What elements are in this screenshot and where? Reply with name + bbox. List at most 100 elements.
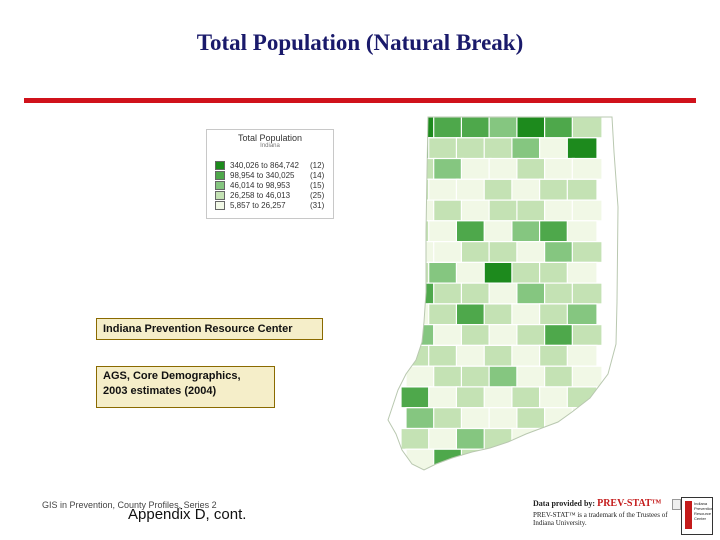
legend-row: 5,857 to 26,257 (31): [215, 201, 325, 211]
county: [433, 324, 464, 347]
legend-swatch: [215, 171, 225, 181]
county: [511, 220, 543, 243]
legend-row: 26,258 to 46,013 (25): [215, 191, 325, 201]
county: [511, 178, 543, 201]
prev-stat-logo: Data provided by: PREV-STAT™ PREV-STAT™ …: [533, 497, 713, 535]
county: [483, 220, 515, 243]
county: [405, 241, 437, 264]
county: [428, 386, 459, 409]
brand-name: PREV-STAT™: [597, 498, 662, 509]
county: [488, 199, 520, 222]
county: [428, 137, 459, 160]
county: [539, 344, 570, 367]
county: [516, 324, 548, 347]
county: [544, 199, 575, 222]
county: [539, 220, 570, 243]
county: [455, 427, 487, 450]
county: [488, 365, 520, 388]
title-divider: [24, 98, 696, 103]
legend-swatch: [215, 191, 225, 201]
county: [539, 137, 570, 160]
county: [516, 241, 548, 264]
county: [571, 157, 603, 180]
data-provided-by: Data provided by: PREV-STAT™: [533, 498, 662, 509]
county: [400, 303, 432, 326]
county: [488, 448, 520, 470]
county: [405, 282, 437, 305]
county: [428, 261, 459, 284]
data-source-line: AGS, Core Demographics,: [103, 370, 241, 382]
county: [405, 365, 437, 388]
county: [400, 344, 432, 367]
county: [571, 241, 603, 264]
appendix-label: Appendix D, cont.: [128, 506, 247, 523]
legend-count: (31): [310, 201, 325, 211]
county: [571, 117, 603, 139]
county: [571, 448, 603, 470]
trademark-note: PREV-STAT™ is a trademark of the Trustee…: [533, 511, 668, 527]
indiana-county-map: [387, 116, 619, 471]
county: [539, 427, 570, 450]
county: [405, 199, 437, 222]
legend-swatch: [215, 181, 225, 191]
organization-label: Indiana Prevention Resource Center: [96, 318, 323, 340]
county: [516, 199, 548, 222]
county: [455, 344, 487, 367]
county: [460, 157, 492, 180]
county: [516, 407, 548, 430]
county: [483, 137, 515, 160]
legend-range: 98,954 to 340,025: [230, 171, 295, 181]
county: [488, 324, 520, 347]
county: [544, 117, 575, 139]
data-source-label: AGS, Core Demographics, 2003 estimates (…: [96, 366, 275, 408]
county: [488, 282, 520, 305]
county: [544, 448, 575, 470]
county: [516, 117, 548, 139]
county: [483, 303, 515, 326]
county: [539, 178, 570, 201]
county: [400, 137, 432, 160]
county: [488, 241, 520, 264]
map-legend: Total Population Indiana 340,026 to 864,…: [206, 129, 334, 219]
county: [455, 261, 487, 284]
county: [460, 282, 492, 305]
county: [455, 303, 487, 326]
county: [539, 303, 570, 326]
county: [433, 117, 464, 139]
county: [433, 282, 464, 305]
county: [511, 137, 543, 160]
county: [544, 282, 575, 305]
county: [460, 448, 492, 470]
county: [428, 427, 459, 450]
county: [428, 344, 459, 367]
county: [460, 199, 492, 222]
county: [571, 199, 603, 222]
county: [455, 137, 487, 160]
county: [511, 261, 543, 284]
county: [566, 137, 598, 160]
legend-count: (25): [310, 191, 325, 201]
county: [455, 220, 487, 243]
county: [433, 241, 464, 264]
county: [433, 365, 464, 388]
legend-swatch: [215, 161, 225, 171]
county: [483, 178, 515, 201]
legend-range: 340,026 to 864,742: [230, 161, 299, 171]
county: [455, 386, 487, 409]
county: [544, 241, 575, 264]
county: [433, 407, 464, 430]
county: [516, 157, 548, 180]
county: [428, 178, 459, 201]
legend-range: 46,014 to 98,953: [230, 181, 291, 191]
county: [405, 324, 437, 347]
county: [488, 157, 520, 180]
county: [433, 157, 464, 180]
county: [544, 365, 575, 388]
county: [428, 220, 459, 243]
county: [571, 407, 603, 430]
county: [516, 448, 548, 470]
county: [566, 261, 598, 284]
county: [483, 427, 515, 450]
legend-row: 340,026 to 864,742 (12): [215, 161, 324, 171]
legend-range: 5,857 to 26,257: [230, 201, 286, 211]
